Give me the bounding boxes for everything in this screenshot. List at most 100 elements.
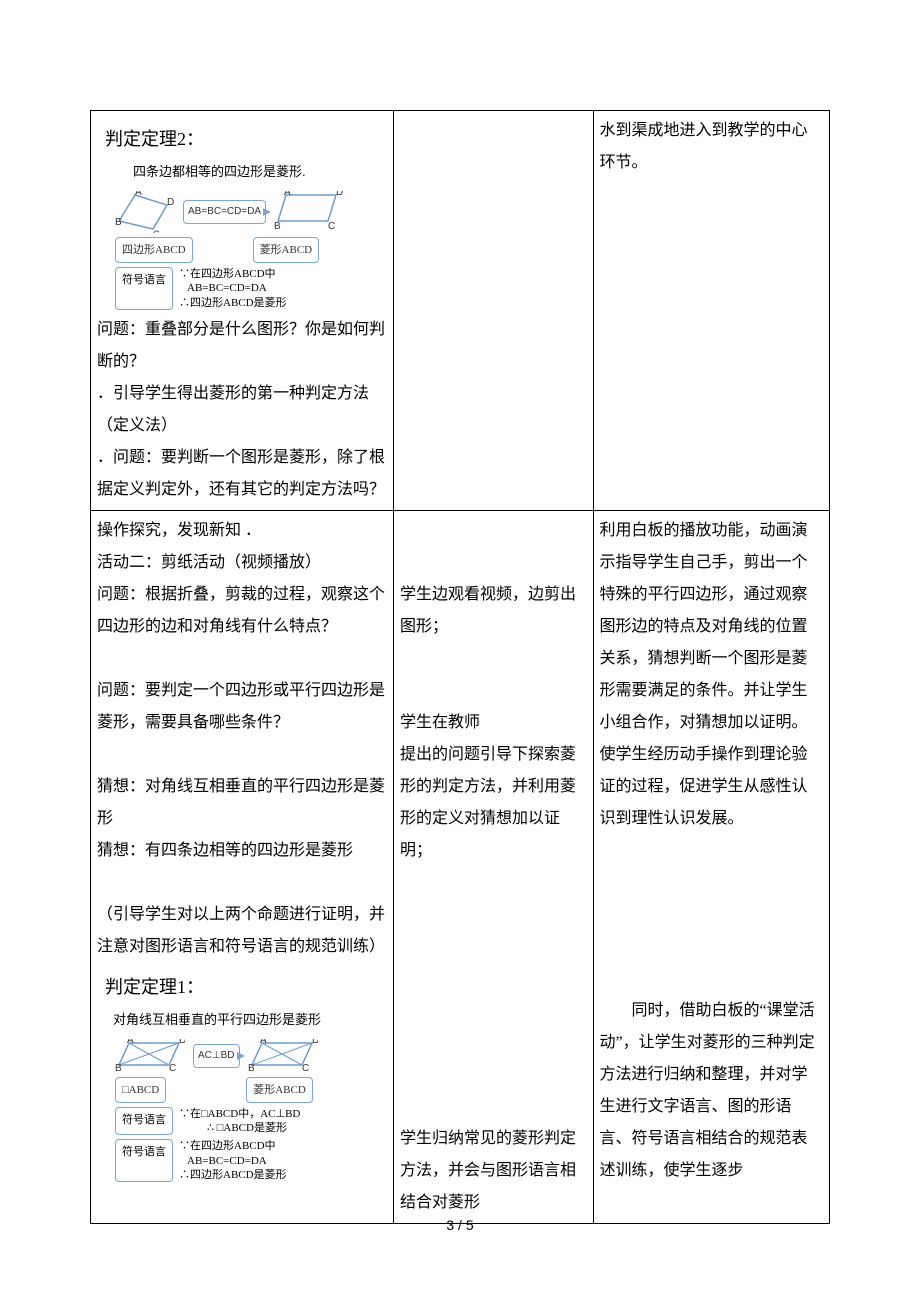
theorem2-title: 判定定理2：: [105, 121, 385, 157]
sym-label: 符号语言: [115, 267, 173, 310]
blank-line: [600, 899, 824, 931]
parallelogram-diag-icon: A B C D: [115, 1039, 185, 1073]
blank-line: [400, 867, 587, 899]
body-text: 学生边观看视频，边剪出图形；: [400, 579, 587, 643]
body-text: 同时，借助白板的“课堂活动”，让学生对菱形的三种判定方法进行归纳和整理，并对学生…: [600, 995, 824, 1187]
arrow-condition: AB=BC=CD=DA: [183, 200, 266, 224]
svg-text:C: C: [302, 1063, 309, 1073]
rhombus-diag-icon: A B C D: [248, 1039, 318, 1073]
body-text: 问题：根据折叠，剪裁的过程，观察这个四边形的边和对角线有什么特点？: [97, 579, 387, 643]
theorem1-subtitle: 对角线互相垂直的平行四边形是菱形: [113, 1007, 385, 1033]
theorem1-labels: □ABCD 菱形ABCD: [115, 1077, 385, 1103]
sym-text: ∵在四边形ABCD中 AB=BC=CD=DA ∴四边形ABCD是菱形: [179, 267, 287, 310]
svg-text:A: A: [135, 191, 142, 198]
cell-r2c2: 学生边观看视频，边剪出图形； 学生在教师 提出的问题引导下探索菱形的判定方法，并…: [393, 510, 593, 1223]
body-text: 猜想：对角线互相垂直的平行四边形是菱形: [97, 771, 387, 835]
table-row: 操作探究，发现新知 ． 活动二：剪纸活动（视频播放） 问题：根据折叠，剪裁的过程…: [91, 510, 830, 1223]
blank-line: [400, 675, 587, 707]
svg-text:C: C: [328, 221, 335, 232]
quadrilateral-icon: A B C D: [115, 191, 175, 233]
blank-line: [400, 931, 587, 963]
left-shape-label: 四边形ABCD: [115, 237, 193, 263]
page-content: 判定定理2： 四条边都相等的四边形是菱形. A B C D AB=BC=CD=D…: [0, 0, 920, 1224]
body-text: 利用白板的播放功能，动画演示指导学生自己手，剪出一个特殊的平行四边形，通过观察图…: [600, 515, 824, 835]
blank-line: [400, 643, 587, 675]
blank-line: [400, 995, 587, 1027]
theorem1-symbolic: 符号语言 ∵在□ABCD中，AC⊥BD ∴ □ABCD是菱形: [115, 1107, 385, 1136]
arrow-condition: AC⊥BD: [193, 1044, 240, 1068]
lesson-table: 判定定理2： 四条边都相等的四边形是菱形. A B C D AB=BC=CD=D…: [90, 110, 830, 1224]
svg-text:B: B: [248, 1063, 255, 1073]
cell-r1c3: 水到渠成地进入到教学的中心环节。: [593, 111, 830, 511]
svg-text:B: B: [115, 217, 122, 228]
theorem2-subtitle: 四条边都相等的四边形是菱形.: [133, 159, 385, 185]
blank-line: [400, 1059, 587, 1091]
sym-line: AB=BC=CD=DA: [187, 281, 287, 295]
body-text: 问题：要判定一个四边形或平行四边形是菱形，需要具备哪些条件？: [97, 675, 387, 739]
left-shape-label: □ABCD: [115, 1077, 166, 1103]
cell-r2c1: 操作探究，发现新知 ． 活动二：剪纸活动（视频播放） 问题：根据折叠，剪裁的过程…: [91, 510, 394, 1223]
theorem2-labels: 四边形ABCD 菱形ABCD: [115, 237, 385, 263]
body-text: 学生归纳常见的菱形判定方法，并会与图形语言相结合对菱形: [400, 1123, 587, 1219]
sym-text: ∵在□ABCD中，AC⊥BD ∴ □ABCD是菱形: [179, 1107, 300, 1136]
theorem2-block: 判定定理2： 四条边都相等的四边形是菱形. A B C D AB=BC=CD=D…: [97, 115, 387, 314]
body-text: 水到渠成地进入到教学的中心环节。: [600, 115, 824, 179]
blank-line: [97, 643, 387, 675]
sym-label: 符号语言: [115, 1107, 173, 1136]
sym-line: AB=BC=CD=DA: [187, 1154, 287, 1168]
blank-line: [600, 835, 824, 867]
svg-text:D: D: [312, 1039, 318, 1046]
svg-text:A: A: [127, 1039, 134, 1046]
blank-line: [97, 739, 387, 771]
page-number: 3 / 5: [0, 1217, 920, 1233]
cell-r1c1: 判定定理2： 四条边都相等的四边形是菱形. A B C D AB=BC=CD=D…: [91, 111, 394, 511]
body-text: 问题：重叠部分是什么图形？你是如何判断的？: [97, 314, 387, 378]
svg-text:D: D: [179, 1039, 185, 1046]
body-text: ．引导学生得出菱形的第一种判定方法（定义法）: [97, 378, 387, 442]
theorem1-symbolic-2: 符号语言 ∵在四边形ABCD中 AB=BC=CD=DA ∴四边形ABCD是菱形: [115, 1139, 385, 1182]
blank-line: [400, 515, 587, 547]
theorem1-shapes: A B C D AC⊥BD A B C D: [115, 1039, 385, 1073]
body-text: 猜想：有四条边相等的四边形是菱形: [97, 835, 387, 867]
body-text: ．问题：要判断一个图形是菱形，除了根据定义判定外，还有其它的判定方法吗？: [97, 442, 387, 506]
svg-text:C: C: [169, 1063, 176, 1073]
sym-line: ∴ □ABCD是菱形: [207, 1121, 300, 1135]
blank-line: [400, 963, 587, 995]
blank-line: [400, 899, 587, 931]
blank-line: [600, 931, 824, 963]
right-shape-label: 菱形ABCD: [246, 1077, 313, 1103]
theorem2-symbolic: 符号语言 ∵在四边形ABCD中 AB=BC=CD=DA ∴四边形ABCD是菱形: [115, 267, 385, 310]
svg-text:A: A: [284, 191, 291, 198]
svg-text:B: B: [115, 1063, 122, 1073]
sym-label: 符号语言: [115, 1139, 173, 1182]
svg-text:B: B: [274, 221, 281, 232]
theorem1-title: 判定定理1：: [105, 969, 385, 1005]
sym-line: ∴四边形ABCD是菱形: [179, 296, 287, 310]
body-text: 提出的问题引导下探索菱形的判定方法，并利用菱形的定义对猜想加以证明；: [400, 739, 587, 867]
theorem2-shapes: A B C D AB=BC=CD=DA A B C D: [115, 191, 385, 233]
blank-line: [97, 867, 387, 899]
sym-text: ∵在四边形ABCD中 AB=BC=CD=DA ∴四边形ABCD是菱形: [179, 1139, 287, 1182]
theorem1-block: 判定定理1： 对角线互相垂直的平行四边形是菱形 A B C D AC⊥BD: [97, 963, 387, 1186]
sym-line: ∴四边形ABCD是菱形: [179, 1168, 287, 1182]
blank-line: [600, 867, 824, 899]
blank-line: [400, 1091, 587, 1123]
body-text: 活动二：剪纸活动（视频播放）: [97, 547, 387, 579]
body-text: 操作探究，发现新知 ．: [97, 515, 387, 547]
sym-line: ∵在四边形ABCD中: [179, 1139, 287, 1153]
svg-text:A: A: [260, 1039, 267, 1046]
svg-text:D: D: [167, 197, 174, 208]
blank-line: [600, 963, 824, 995]
svg-text:C: C: [153, 229, 160, 233]
blank-line: [400, 547, 587, 579]
cell-r1c2: [393, 111, 593, 511]
blank-line: [400, 1027, 587, 1059]
rhombus-icon: A B C D: [274, 191, 346, 233]
sym-line: ∵在四边形ABCD中: [179, 267, 287, 281]
body-text: 学生在教师: [400, 707, 587, 739]
cell-r2c3: 利用白板的播放功能，动画演示指导学生自己手，剪出一个特殊的平行四边形，通过观察图…: [593, 510, 830, 1223]
svg-text:D: D: [336, 191, 343, 198]
right-shape-label: 菱形ABCD: [253, 237, 320, 263]
sym-line: ∵在□ABCD中，AC⊥BD: [179, 1107, 300, 1121]
body-text: （引导学生对以上两个命题进行证明，并注意对图形语言和符号语言的规范训练）: [97, 899, 387, 963]
